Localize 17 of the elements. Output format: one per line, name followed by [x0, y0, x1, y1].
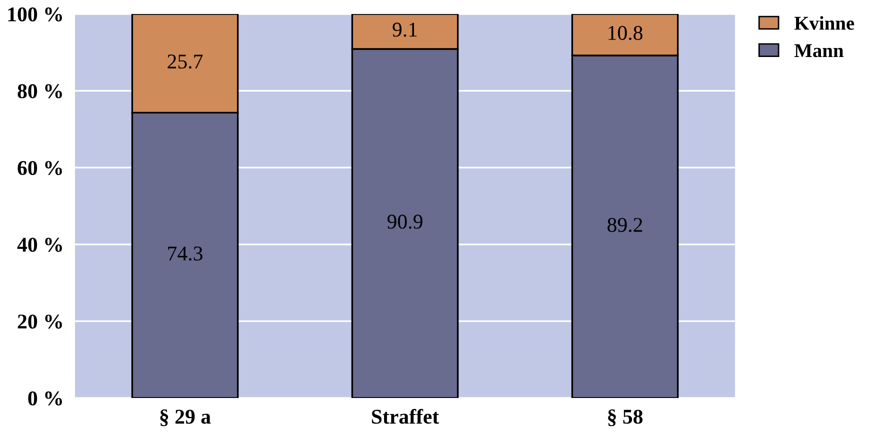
x-tick-label: § 29 a [160, 409, 211, 426]
legend-label: Mann [794, 44, 844, 58]
y-tick-label: 80 % [18, 84, 62, 98]
data-label: 25.7 [168, 54, 203, 69]
data-label: 89.2 [608, 218, 642, 232]
y-tick-label: 0 % [28, 391, 62, 406]
data-label: 10.8 [608, 26, 642, 40]
x-tick-label: Straffet [372, 408, 440, 424]
y-tick-label: 60 % [18, 160, 62, 176]
data-label: 90.9 [387, 214, 422, 229]
y-tick-label: 20 % [18, 314, 62, 329]
data-label: 9.1 [392, 22, 417, 37]
y-tick-label: 40 % [17, 238, 62, 252]
data-label: 74.3 [168, 246, 202, 261]
x-tick-label: § 58 [608, 409, 643, 426]
legend-label: Kvinne [794, 16, 854, 30]
y-tick-label: 100 % [8, 7, 62, 22]
